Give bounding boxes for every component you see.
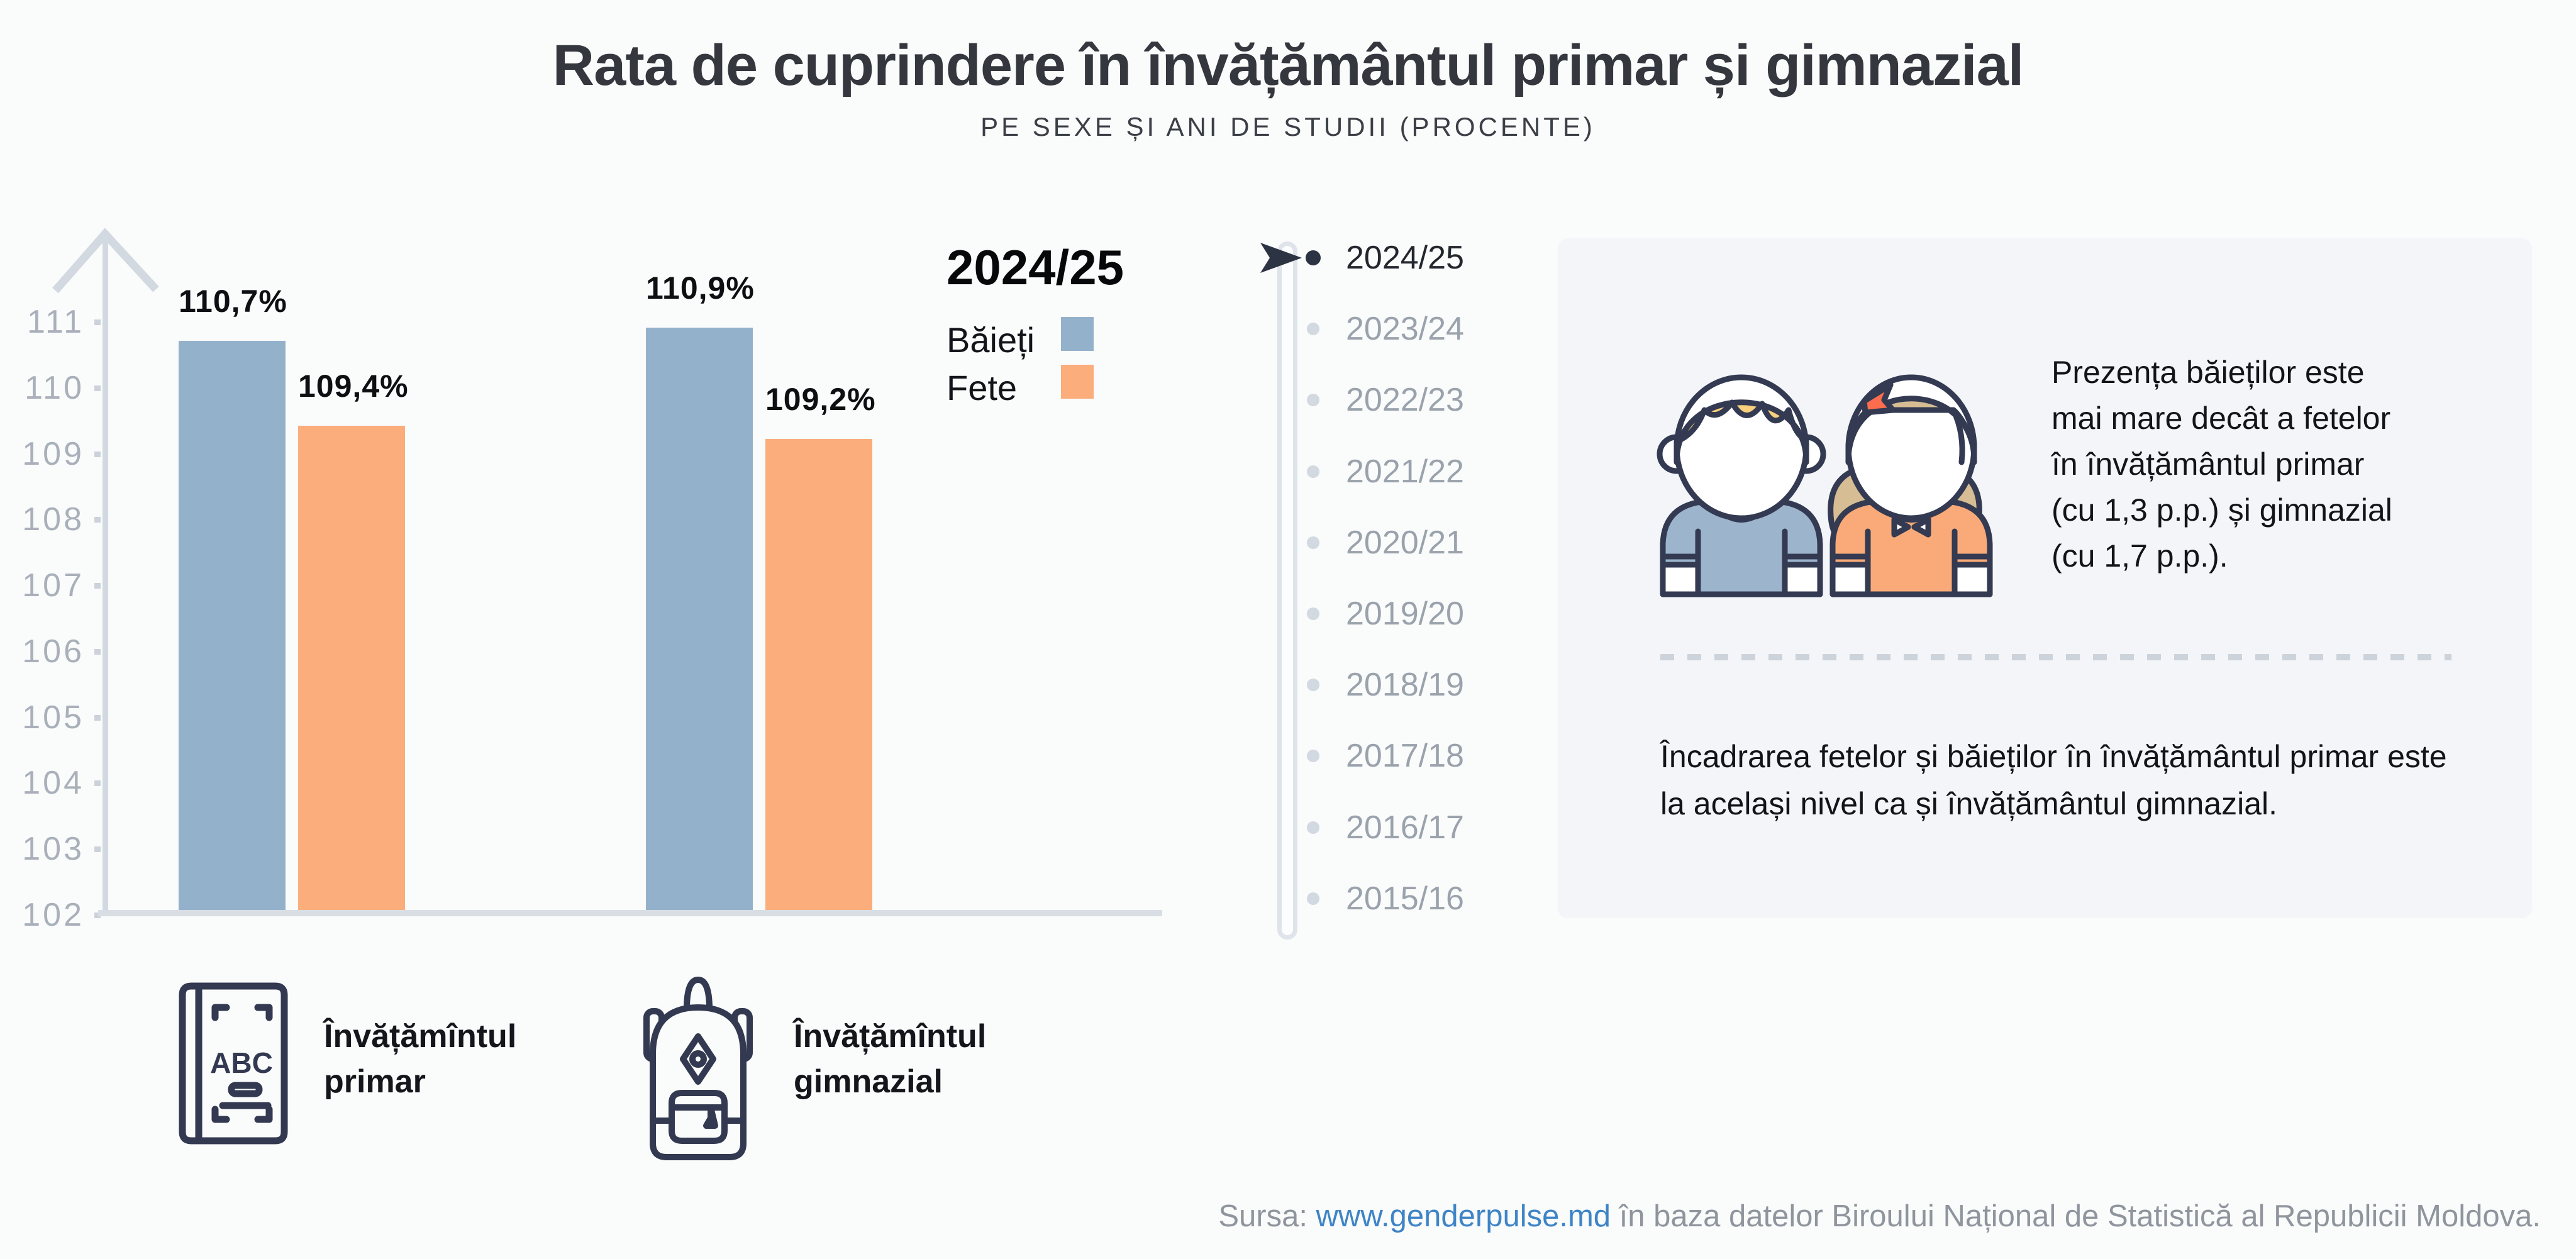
insight-highlight-line: Prezența băieților este xyxy=(2051,355,2365,390)
insight-note-text: Încadrarea fetelor și băieților în învăț… xyxy=(1660,733,2516,828)
timeline-year-2019/20[interactable]: 2019/20 xyxy=(1346,596,1464,632)
timeline-dot-2015/16[interactable] xyxy=(1307,892,1319,905)
source-link[interactable]: www.genderpulse.md xyxy=(1316,1199,1611,1233)
timeline-year-2021/22[interactable]: 2021/22 xyxy=(1346,453,1464,490)
legend-swatch-girls xyxy=(1061,365,1094,399)
x-axis-line xyxy=(98,910,1162,916)
y-tick-label: 110 xyxy=(25,369,84,406)
timeline-year-2024/25[interactable]: 2024/25 xyxy=(1346,240,1464,276)
y-tick-label: 109 xyxy=(22,435,84,472)
insight-highlight-text: Prezența băieților este mai mare decât a … xyxy=(2051,350,2529,579)
insight-note-line: Încadrarea fetelor și băieților în învăț… xyxy=(1660,739,2447,774)
y-tick-label: 102 xyxy=(22,897,84,933)
timeline-dot-2016/17[interactable] xyxy=(1307,821,1319,834)
legend-label-girls: Fete xyxy=(947,368,1018,408)
book-abc-text: ABC xyxy=(210,1046,273,1079)
bar-băieți-1[interactable] xyxy=(646,328,753,910)
bar-value-label: 109,4% xyxy=(298,369,409,404)
y-tick-mark xyxy=(94,912,101,918)
timeline-dot-2024/25[interactable] xyxy=(1306,250,1321,265)
y-tick-mark xyxy=(94,648,101,655)
bar-fete-1[interactable] xyxy=(765,439,872,910)
category-label-line: gimnazial xyxy=(794,1063,943,1100)
y-tick-label: 104 xyxy=(22,765,84,802)
bar-fete-0[interactable] xyxy=(298,426,405,910)
source-prefix: Sursa: xyxy=(1218,1199,1316,1233)
insight-note-line: la același nivel ca și învățământul gimn… xyxy=(1660,786,2278,821)
bar-băieți-0[interactable] xyxy=(179,341,286,910)
timeline-cursor-arrow-icon xyxy=(1260,243,1302,273)
y-axis-line xyxy=(103,234,108,913)
timeline-dot-2023/24[interactable] xyxy=(1307,323,1319,336)
insight-highlight-line: mai mare decât a fetelor xyxy=(2051,401,2391,436)
timeline-dot-2019/20[interactable] xyxy=(1307,607,1319,620)
timeline-dot-2021/22[interactable] xyxy=(1307,465,1319,478)
source-footer: Sursa: www.genderpulse.md în baza datelo… xyxy=(1218,1199,2541,1234)
y-tick-mark xyxy=(94,780,101,787)
timeline-dot-2022/23[interactable] xyxy=(1307,394,1319,407)
y-tick-label: 107 xyxy=(22,567,84,604)
timeline-year-2016/17[interactable]: 2016/17 xyxy=(1346,809,1464,846)
timeline-dot-2018/19[interactable] xyxy=(1307,679,1319,692)
timeline-year-2020/21[interactable]: 2020/21 xyxy=(1346,524,1464,561)
bar-value-label: 110,9% xyxy=(646,270,755,306)
y-tick-mark xyxy=(94,846,101,853)
y-tick-mark xyxy=(94,319,101,325)
timeline-year-2023/24[interactable]: 2023/24 xyxy=(1346,311,1464,348)
book-abc-icon: ABC xyxy=(179,982,288,1145)
timeline-dot-2017/18[interactable] xyxy=(1307,750,1319,763)
y-tick-mark xyxy=(94,583,101,589)
backpack-icon xyxy=(643,977,753,1160)
category-label-primar: Învățămîntul primar xyxy=(324,1014,516,1104)
insight-highlight-line: (cu 1,3 p.p.) și gimnazial xyxy=(2051,492,2392,528)
y-tick-mark xyxy=(94,517,101,523)
timeline-year-2018/19[interactable]: 2018/19 xyxy=(1346,667,1464,704)
bar-value-label: 110,7% xyxy=(179,284,287,319)
page-subtitle: PE SEXE ȘI ANI DE STUDII (PROCENTE) xyxy=(980,112,1596,141)
y-tick-label: 103 xyxy=(22,831,84,868)
source-suffix: în baza datelor Biroului Național de Sta… xyxy=(1611,1199,2541,1233)
insight-highlight-line: (cu 1,7 p.p.). xyxy=(2051,538,2228,574)
timeline-year-2015/16[interactable]: 2015/16 xyxy=(1346,880,1464,917)
timeline-dot-2020/21[interactable] xyxy=(1307,536,1319,549)
category-label-gimnazial: Învățămîntul gimnazial xyxy=(794,1014,986,1104)
y-tick-mark xyxy=(94,451,101,457)
category-label-line: primar xyxy=(324,1063,426,1100)
legend-label-boys: Băieți xyxy=(947,320,1035,360)
timeline-year-2017/18[interactable]: 2017/18 xyxy=(1346,738,1464,775)
dashed-divider xyxy=(1660,654,2451,660)
boy-girl-illustration xyxy=(1657,374,1993,597)
y-tick-label: 111 xyxy=(26,303,84,340)
y-tick-label: 105 xyxy=(22,699,84,736)
timeline-year-2022/23[interactable]: 2022/23 xyxy=(1346,382,1464,419)
category-label-line: Învățămîntul xyxy=(794,1018,987,1055)
y-tick-label: 106 xyxy=(22,633,84,670)
bar-value-label: 109,2% xyxy=(765,382,876,418)
legend-swatch-boys xyxy=(1061,317,1094,351)
y-tick-mark xyxy=(94,385,101,391)
legend-year-title: 2024/25 xyxy=(947,240,1124,295)
category-label-line: Învățămîntul xyxy=(324,1018,517,1055)
insight-highlight-line: în învățământul primar xyxy=(2051,446,2365,482)
y-tick-label: 108 xyxy=(22,501,84,538)
page-title: Rata de cuprindere în învățământul prima… xyxy=(552,33,2024,97)
timeline-track[interactable] xyxy=(1277,241,1297,940)
y-tick-mark xyxy=(94,714,101,721)
